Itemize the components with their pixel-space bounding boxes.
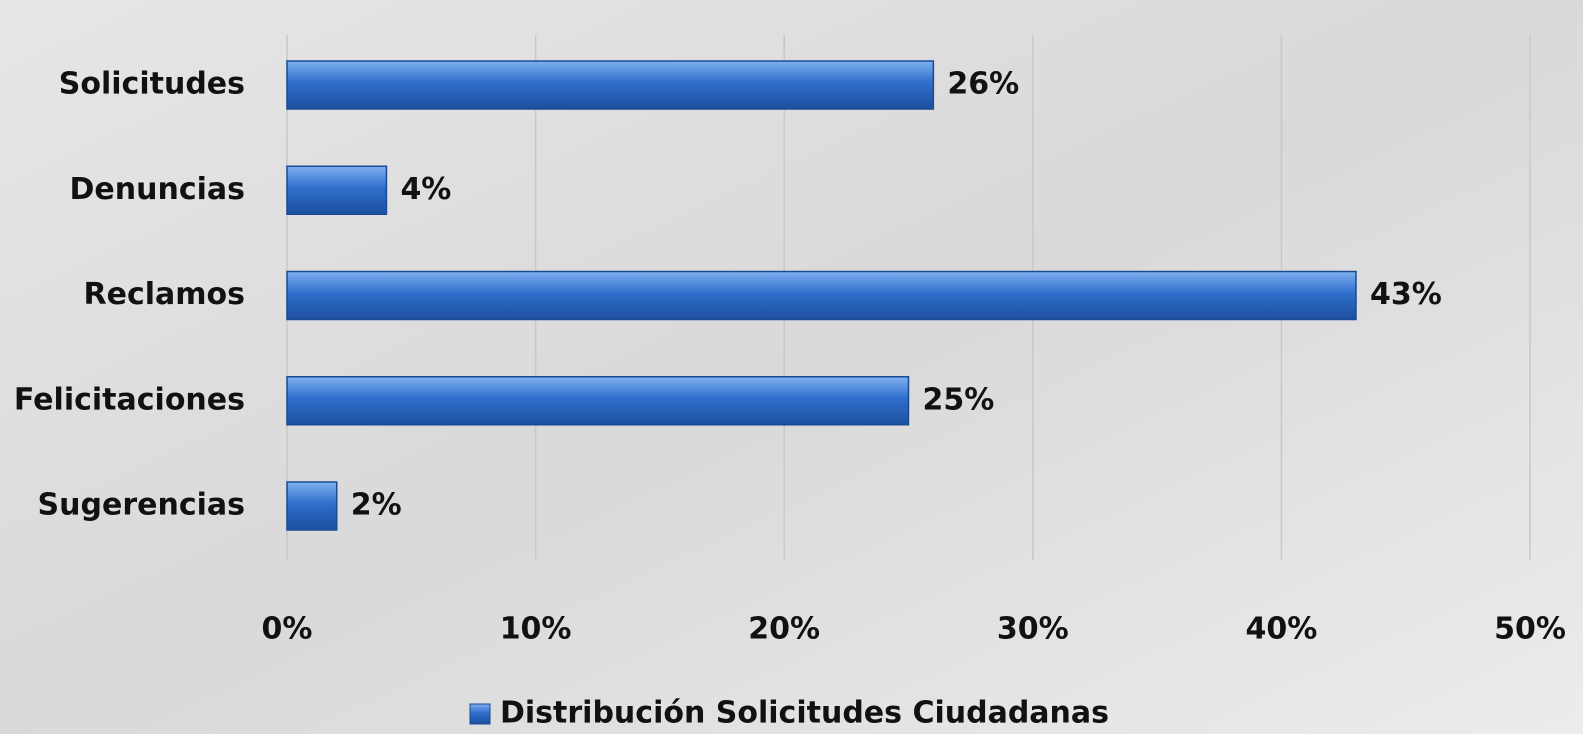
y-tick-label: Solicitudes bbox=[59, 67, 245, 102]
value-label: 2% bbox=[351, 488, 402, 523]
y-tick-label: Sugerencias bbox=[38, 488, 245, 523]
value-label: 43% bbox=[1370, 277, 1442, 312]
bar bbox=[286, 376, 910, 426]
x-tick-label: 40% bbox=[1245, 612, 1317, 647]
x-tick-label: 30% bbox=[997, 612, 1069, 647]
value-label: 4% bbox=[400, 172, 451, 207]
y-tick-label: Felicitaciones bbox=[14, 382, 245, 417]
bar bbox=[286, 481, 338, 531]
x-tick-label: 10% bbox=[500, 612, 572, 647]
legend-label: Distribución Solicitudes Ciudadanas bbox=[500, 696, 1109, 731]
legend-marker bbox=[469, 703, 491, 725]
value-label: 26% bbox=[947, 67, 1019, 102]
bar bbox=[286, 270, 1357, 321]
x-tick-label: 0% bbox=[262, 612, 313, 647]
x-tick-label: 20% bbox=[748, 612, 820, 647]
bar bbox=[286, 165, 388, 215]
bar bbox=[286, 60, 935, 110]
y-tick-label: Reclamos bbox=[84, 277, 245, 312]
value-label: 25% bbox=[923, 382, 995, 417]
x-tick-label: 50% bbox=[1494, 612, 1566, 647]
y-tick-label: Denuncias bbox=[70, 172, 246, 207]
